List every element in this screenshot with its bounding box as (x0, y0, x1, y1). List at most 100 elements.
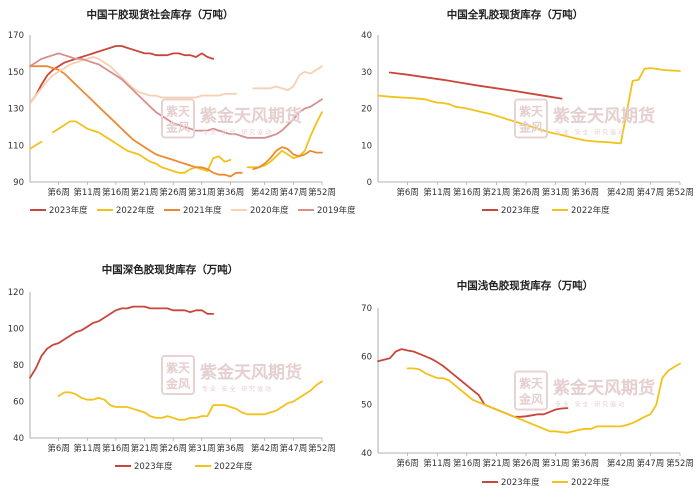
y-tick-label: 110 (8, 141, 24, 151)
legend-item: 2023年度 (482, 205, 540, 216)
legend-item: 2023年度 (115, 461, 173, 472)
y-tick-label: 20 (361, 105, 372, 115)
legend-item: 2022年度 (97, 205, 155, 216)
x-tick-label: 第36周 (571, 458, 599, 469)
y-tick-label: 50 (361, 401, 372, 411)
y-tick-label: 30 (361, 68, 372, 78)
y-tick-label: 40 (361, 31, 372, 41)
watermark-subtext: 专 业 · 安 全 · 研 究 驱 动 (555, 129, 624, 137)
y-tick-label: 150 (8, 68, 24, 78)
legend-label: 2020年度 (250, 205, 289, 216)
legend-label: 2022年度 (571, 205, 610, 216)
chart-panel-1: 中国干胶现货社会库存（万吨）90110130150170第6周 第11周 第16周第… (8, 8, 356, 216)
watermark-subtext: 专 业 · 安 全 · 研 究 驱 动 (555, 401, 624, 409)
watermark-subtext: 专 业 · 安 全 · 研 究 驱 动 (202, 385, 271, 393)
x-tick-label: 第42周 (607, 458, 635, 469)
watermark-seal-top: 紫天 (166, 104, 191, 119)
legend-label: 2023年度 (501, 477, 540, 488)
x-tick-label: 第36周 (216, 443, 244, 454)
chart-title: 中国全乳胶现货库存（万吨） (447, 8, 584, 21)
x-tick-label: 第31周 (188, 443, 216, 454)
x-tick-label: 第26周 (512, 458, 540, 469)
legend-item: 2022年度 (552, 477, 610, 488)
x-tick-label: 第6周 (396, 458, 418, 469)
x-tick-label: 第6周 (47, 443, 69, 454)
x-tick-label: 第36周 (571, 187, 599, 198)
series-line-2023年度 (388, 71, 563, 100)
series-line-2022年度 (377, 67, 681, 145)
y-tick-label: 130 (8, 105, 24, 115)
legend-item: 2022年度 (552, 205, 610, 216)
watermark-seal-bottom: 金风 (518, 120, 543, 135)
y-tick-label: 120 (8, 288, 24, 298)
legend-label: 2023年度 (134, 461, 173, 472)
y-tick-label: 10 (361, 141, 372, 151)
y-tick-label: 60 (361, 352, 372, 362)
legend-item: 2021年度 (164, 205, 222, 216)
x-tick-label: 第42周 (251, 443, 279, 454)
y-tick-label: 170 (8, 31, 24, 41)
chart-title: 中国干胶现货社会库存（万吨） (87, 8, 234, 21)
x-tick-label: 第26周 (159, 443, 187, 454)
x-tick-label: 第47周 (636, 187, 664, 198)
series-line-2023年度 (29, 305, 215, 379)
watermark-seal-top: 紫天 (166, 360, 191, 375)
x-tick-label: 第21周 (131, 187, 159, 198)
watermark-seal-bottom: 金风 (518, 392, 543, 407)
watermark-text: 紫金天风期货 (200, 362, 302, 383)
legend-item: 2022年度 (195, 461, 253, 472)
chart-panel-4: 中国浅色胶现货库存（万吨） 40 50 60 70 第6周 第11周 第16周 第21周 第26周… (361, 279, 694, 488)
x-tick-label: 第16周 (453, 187, 481, 198)
legend-label: 2019年度 (317, 205, 356, 216)
x-tick-label: 第42周 (251, 187, 279, 198)
legend-label: 2022年度 (116, 205, 155, 216)
chart-title: 中国浅色胶现货库存（万吨） (457, 279, 594, 292)
x-tick-label: 第31周 (542, 187, 570, 198)
x-tick-label: 第52周 (308, 443, 336, 454)
x-tick-label: 第16周 (453, 458, 481, 469)
series-line-2023年度 (29, 45, 215, 104)
x-tick-label: 第6周 (47, 187, 69, 198)
x-tick-label: 第31周 (188, 187, 216, 198)
series-line-2020年度 (29, 56, 323, 104)
series-line-2022年度 (57, 380, 323, 421)
watermark-seal-top: 紫天 (519, 104, 544, 119)
legend-item: 2023年度 (482, 477, 540, 488)
legend-item: 2019年度 (298, 205, 356, 216)
x-tick-label: 第31周 (542, 458, 570, 469)
x-tick-label: 第47周 (279, 187, 307, 198)
chart-panel-2: 中国全乳胶现货库存（万吨） 0 10 20 30 40 第6周 第11周 第16周 第21周 第26… (361, 8, 694, 216)
watermark-subtext: 专 业 · 安 全 · 研 究 驱 动 (202, 129, 271, 137)
y-tick-label: 70 (361, 304, 372, 314)
y-tick-label: 80 (13, 361, 24, 371)
x-tick-label: 第21周 (131, 443, 159, 454)
legend-item: 2020年度 (231, 205, 289, 216)
x-tick-label: 第6周 (396, 187, 418, 198)
series-line-2023年度 (377, 348, 569, 418)
x-tick-label: 第16周 (102, 187, 130, 198)
x-tick-label: 第11周 (73, 443, 101, 454)
x-tick-label: 第47周 (279, 443, 307, 454)
legend-label: 2023年度 (501, 205, 540, 216)
x-tick-label: 第11周 (423, 458, 451, 469)
x-tick-label: 第16周 (102, 443, 130, 454)
y-tick-label: 100 (8, 325, 24, 335)
x-tick-label: 第21周 (483, 187, 511, 198)
legend-label: 2022年度 (214, 461, 253, 472)
x-tick-label: 第42周 (607, 187, 635, 198)
y-tick-label: 60 (13, 398, 24, 408)
watermark-text: 紫金天风期货 (200, 106, 302, 127)
x-tick-label: 第52周 (308, 187, 336, 198)
series-line-2021年度 (29, 65, 323, 178)
watermark-seal-bottom: 金风 (165, 376, 190, 391)
x-tick-label: 第47周 (636, 458, 664, 469)
watermark-seal-top: 紫天 (519, 376, 544, 391)
x-tick-label: 第26周 (159, 187, 187, 198)
legend-label: 2023年度 (49, 205, 88, 216)
chart-title: 中国深色胶现货库存（万吨） (102, 263, 239, 276)
series-line-2022年度 (406, 362, 681, 434)
x-tick-label: 第52周 (666, 458, 694, 469)
